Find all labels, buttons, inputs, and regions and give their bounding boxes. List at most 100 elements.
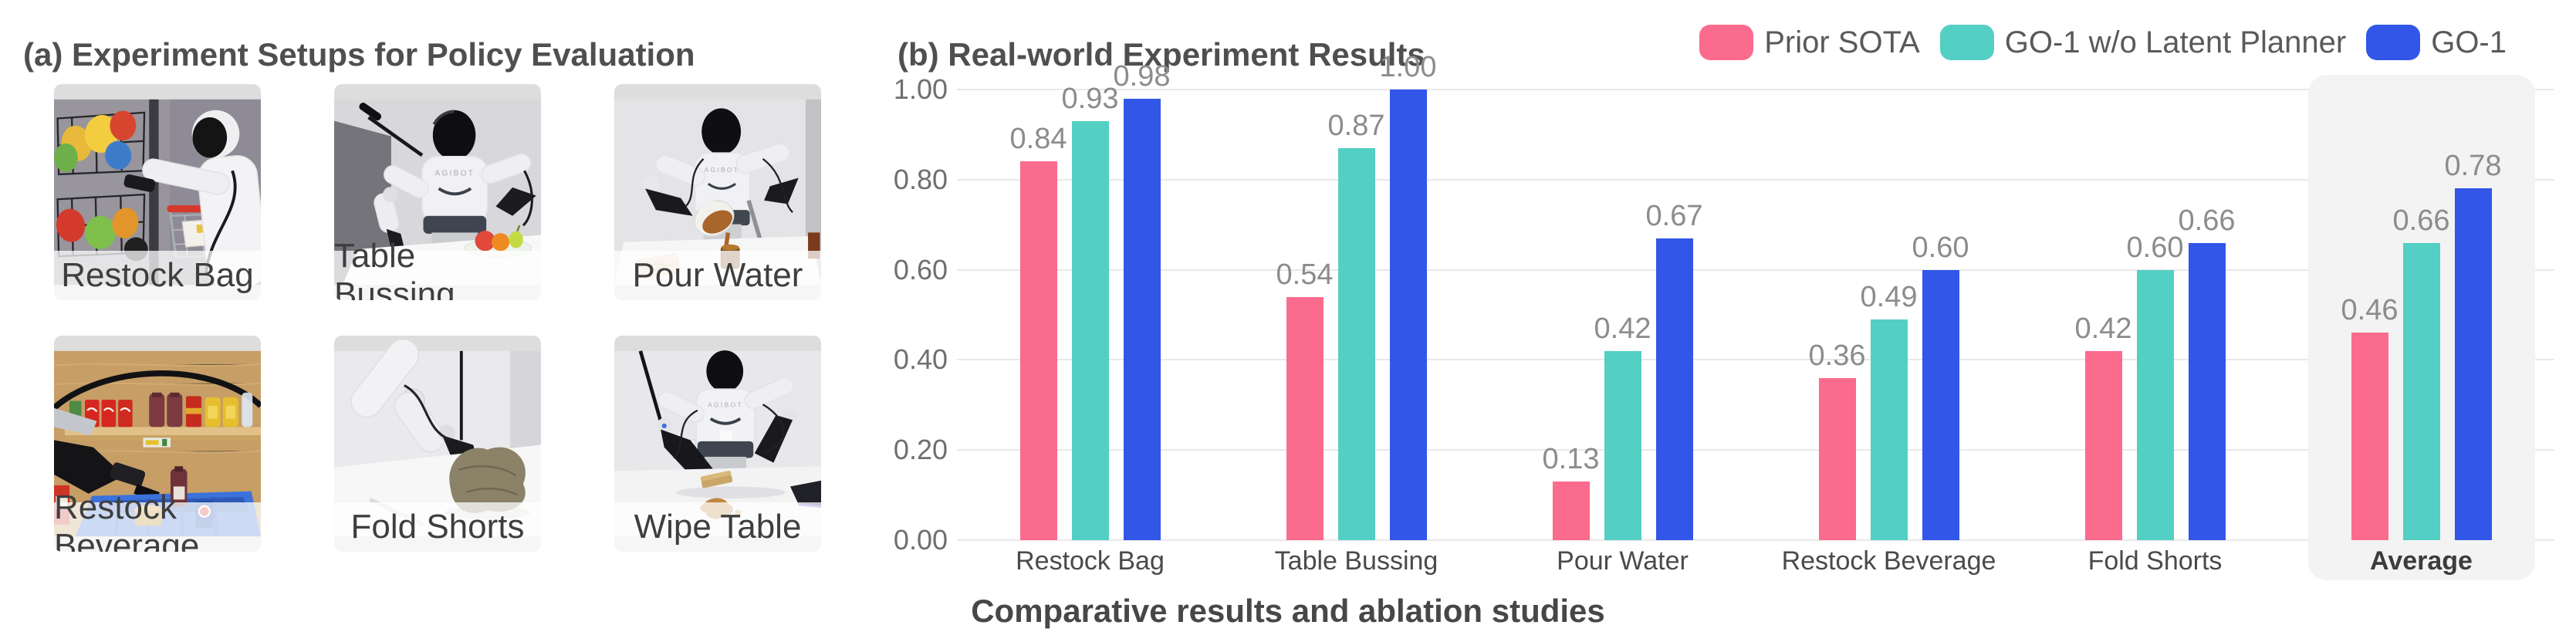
gridline xyxy=(957,449,2554,451)
bar-value-label: 0.93 xyxy=(1061,82,1119,115)
bar-column-go-1-table-bussing: 1.00 xyxy=(1380,51,1436,540)
x-axis-labels: Restock Bag Table Bussing Pour Water Restoc… xyxy=(957,546,2554,576)
bar-value-label: 0.36 xyxy=(1808,339,1866,372)
bar-go-1-w-o-latent-planner-fold-shorts xyxy=(2136,269,2174,540)
robot-illustration: AGIBOT xyxy=(656,350,797,488)
legend-label: Prior SOTA xyxy=(1764,25,1920,59)
bar-column-go-1-fold-shorts: 0.66 xyxy=(2179,90,2235,540)
bar-value-label: 0.13 xyxy=(1542,443,1600,476)
shorts xyxy=(449,447,526,513)
bar-go-1-fold-shorts xyxy=(2188,242,2226,540)
gridline xyxy=(957,269,2554,271)
bar-prior-sota-fold-shorts xyxy=(2084,350,2122,540)
mic-arm xyxy=(359,103,424,157)
bar-column-go-1-w-o-latent-planner-fold-shorts: 0.60 xyxy=(2127,90,2183,540)
bar-column-prior-sota-average: 0.46 xyxy=(2341,90,2398,540)
photo-caption: Fold Shorts xyxy=(334,502,541,552)
bar-go-1-restock-bag xyxy=(1123,98,1161,540)
bar-column-go-1-w-o-latent-planner-table-bussing: 0.87 xyxy=(1328,90,1384,540)
gridline xyxy=(957,359,2554,361)
y-tick-label: 0.20 xyxy=(893,434,948,466)
photo-wipe-table: AGIBOT xyxy=(614,336,821,552)
bar-go-1-w-o-latent-planner-restock-beverage xyxy=(1870,319,1908,540)
y-tick-label: 0.80 xyxy=(893,163,948,195)
legend-item-prior-sota: Prior SOTA xyxy=(1699,25,1920,60)
bar-go-1-pour-water xyxy=(1655,238,1693,540)
mic-stand xyxy=(638,350,663,422)
panel-a-title: (a) Experiment Setups for Policy Evaluat… xyxy=(23,35,695,73)
y-tick-label: 1.00 xyxy=(893,73,948,105)
panel-b-title: (b) Real-world Experiment Results xyxy=(898,35,1425,73)
bars: 0.36 0.49 0.60 xyxy=(1809,90,1969,540)
photo-caption: Restock Beverage xyxy=(54,488,261,552)
bar-column-prior-sota-restock-beverage: 0.36 xyxy=(1809,90,1865,540)
bar-group-table-bussing: 0.54 0.87 1.00 xyxy=(1223,51,1489,540)
bar-prior-sota-average xyxy=(2351,333,2388,540)
bar-column-prior-sota-fold-shorts: 0.42 xyxy=(2075,90,2131,540)
shelf-items xyxy=(69,392,253,427)
bar-column-go-1-restock-beverage: 0.60 xyxy=(1912,90,1969,540)
bar-value-label: 0.98 xyxy=(1113,59,1171,93)
bar-value-label: 0.54 xyxy=(1276,258,1334,291)
y-tick-label: 0.00 xyxy=(893,524,948,556)
bar-value-label: 0.87 xyxy=(1327,109,1385,142)
bar-prior-sota-table-bussing xyxy=(1286,296,1323,540)
cable xyxy=(54,370,261,411)
gridline xyxy=(957,178,2554,181)
bar-go-1-w-o-latent-planner-pour-water xyxy=(1604,350,1641,540)
bar-prior-sota-pour-water xyxy=(1552,482,1590,540)
go-1-w-o-latent-planner-swatch xyxy=(1939,25,1994,60)
bar-groups: 0.84 0.93 0.98 0.54 0.87 1.00 0.13 0.42 0.67 0.36… xyxy=(957,51,2554,580)
bar-go-1-w-o-latent-planner-average xyxy=(2402,242,2440,540)
svg-text:AGIBOT: AGIBOT xyxy=(435,169,475,177)
bar-group-average: 0.46 0.66 0.78 xyxy=(2288,75,2554,580)
prior-sota-swatch xyxy=(1699,25,1754,60)
robot-shadow xyxy=(676,486,786,498)
bar-group-pour-water: 0.13 0.42 0.67 xyxy=(1489,90,1756,540)
photo-caption: Pour Water xyxy=(614,251,821,300)
bar-go-1-w-o-latent-planner-table-bussing xyxy=(1337,147,1375,540)
bar-go-1-w-o-latent-planner-restock-bag xyxy=(1071,120,1109,540)
go-1-swatch xyxy=(2366,25,2421,60)
bar-value-label: 0.60 xyxy=(1912,231,1969,264)
x-label-fold-shorts: Fold Shorts xyxy=(2088,546,2223,576)
x-label-pour-water: Pour Water xyxy=(1557,546,1689,576)
bar-value-label: 1.00 xyxy=(1379,51,1437,83)
photo-restock-bag: Restock Bag xyxy=(54,84,261,300)
bar-column-prior-sota-pour-water: 0.13 xyxy=(1543,90,1599,540)
y-tick-label: 0.60 xyxy=(893,253,948,286)
shelf-board xyxy=(64,427,261,448)
bar-value-label: 0.60 xyxy=(2126,231,2184,264)
bar-group-restock-bag: 0.84 0.93 0.98 xyxy=(957,60,1223,540)
bar-go-1-table-bussing xyxy=(1389,90,1427,540)
x-label-restock-beverage: Restock Beverage xyxy=(1781,546,1996,576)
legend-item-go-1-w-o-latent-planner: GO-1 w/o Latent Planner xyxy=(1939,25,2346,60)
bar-column-go-1-w-o-latent-planner-restock-bag: 0.93 xyxy=(1062,83,1118,540)
bar-value-label: 0.49 xyxy=(1860,280,1918,313)
bar-value-label: 0.84 xyxy=(1009,123,1067,156)
bars: 0.42 0.60 0.66 xyxy=(2075,90,2235,540)
bars: 0.84 0.93 0.98 xyxy=(1010,60,1170,540)
wall-corner xyxy=(334,120,391,286)
snack-bags xyxy=(54,110,148,262)
x-label-average: Average xyxy=(2370,546,2473,576)
bar-column-go-1-restock-bag: 0.98 xyxy=(1114,60,1170,540)
bars: 0.13 0.42 0.67 xyxy=(1543,90,1702,540)
chart-legend: Prior SOTA GO-1 w/o Latent Planner GO-1 xyxy=(1699,25,2507,60)
bar-column-prior-sota-restock-bag: 0.84 xyxy=(1010,90,1067,540)
bar-value-label: 0.46 xyxy=(2341,294,2399,327)
photo-caption: Table Bussing xyxy=(334,237,541,300)
photo-table-bussing: AGIBOT xyxy=(334,84,541,300)
legend-label: GO-1 xyxy=(2431,25,2507,59)
bar-group-restock-beverage: 0.36 0.49 0.60 xyxy=(1756,90,2022,540)
svg-text:AGIBOT: AGIBOT xyxy=(704,166,739,174)
kettle xyxy=(694,198,735,237)
laptop xyxy=(789,480,821,507)
photo-caption: Restock Bag xyxy=(54,251,261,300)
y-axis: 0.00 0.20 0.40 0.60 0.80 1.00 xyxy=(884,73,948,556)
bar-go-1-restock-beverage xyxy=(1922,269,1959,540)
bar-column-go-1-w-o-latent-planner-pour-water: 0.42 xyxy=(1594,90,1651,540)
sponge xyxy=(700,470,733,488)
bar-prior-sota-restock-bag xyxy=(1019,161,1057,540)
